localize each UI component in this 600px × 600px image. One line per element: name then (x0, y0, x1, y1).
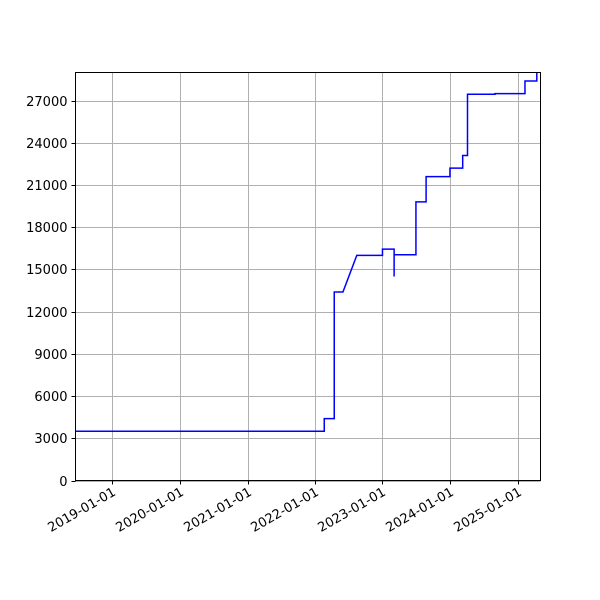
y-tick-label: 0 (59, 475, 67, 490)
y-tick-label: 27000 (26, 95, 67, 110)
x-tick-label: 2023-01-01 (316, 485, 389, 536)
series-layer (75, 72, 538, 433)
x-axis-ticks: 2019-01-012020-01-012021-01-012022-01-01… (46, 480, 525, 536)
y-tick-label: 6000 (34, 390, 67, 405)
y-tick-label: 12000 (26, 306, 67, 321)
x-tick-label: 2020-01-01 (114, 485, 187, 536)
x-tick-label: 2025-01-01 (452, 485, 525, 536)
x-tick-label: 2022-01-01 (249, 485, 322, 536)
y-tick-label: 3000 (34, 432, 67, 447)
grid-lines (75, 72, 541, 482)
data-series-line (75, 72, 538, 433)
y-tick-label: 18000 (26, 221, 67, 236)
x-tick-label: 2024-01-01 (384, 485, 457, 536)
y-tick-label: 21000 (26, 179, 67, 194)
plot-area-frame (75, 72, 541, 481)
y-tick-label: 24000 (26, 137, 67, 152)
y-axis-ticks: 0 3000 6000 9000 12000 15000 18000 21000 24000 27… (26, 95, 76, 490)
y-tick-label: 15000 (26, 263, 67, 278)
x-tick-label: 2021-01-01 (182, 485, 255, 536)
y-tick-label: 9000 (34, 348, 67, 363)
x-tick-label: 2019-01-01 (46, 485, 119, 536)
